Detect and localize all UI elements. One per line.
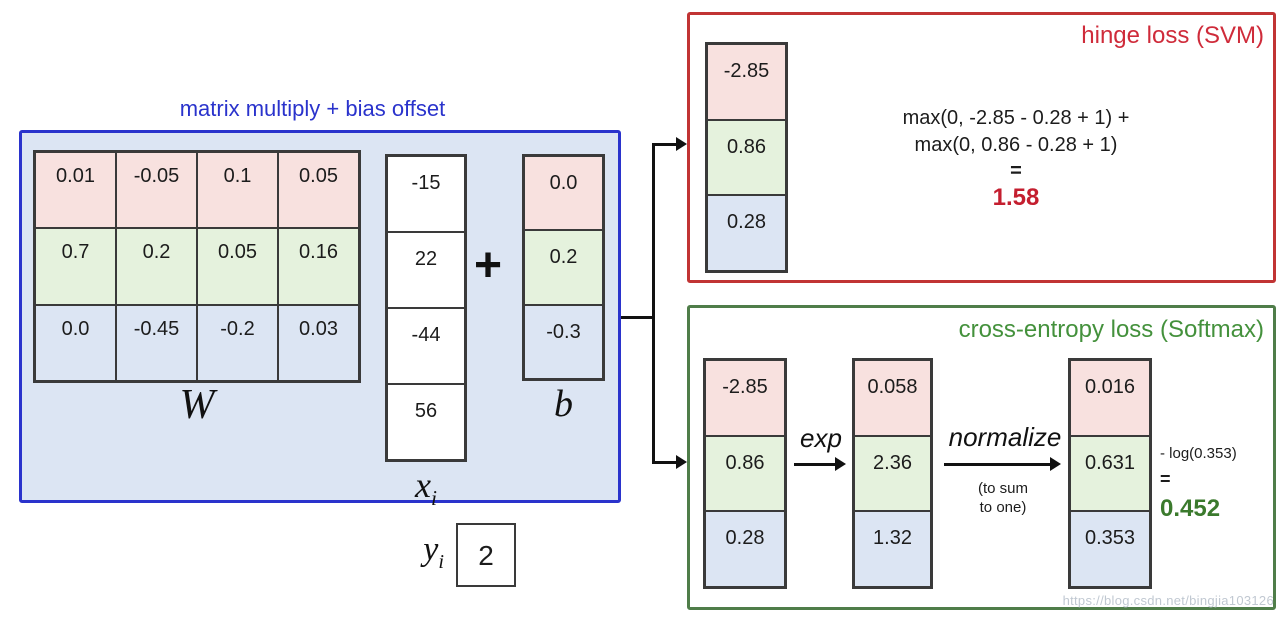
connector-vertical-line: [652, 143, 655, 464]
softmax-probabilities-vector: 0.016 0.631 0.353: [1068, 358, 1152, 589]
score-cell: 0.86: [705, 435, 785, 512]
label-vector-label: yi: [388, 531, 444, 574]
softmax-loss-result: 0.452: [1160, 495, 1221, 522]
input-label-base: x: [415, 465, 431, 505]
input-vector-label: xi: [385, 464, 467, 511]
connector-bottom-line: [652, 461, 679, 464]
weight-cell: 0.05: [197, 228, 278, 305]
softmax-exp-vector: 0.058 2.36 1.32: [852, 358, 933, 589]
plus-sign: +: [474, 239, 503, 292]
weight-cell: 0.16: [278, 228, 359, 305]
log-expression: - log(0.353): [1160, 445, 1237, 462]
connector-top-line: [652, 143, 679, 146]
normalize-label: normalize: [948, 422, 1062, 452]
arrow-to-softmax-icon: [676, 455, 687, 469]
watermark-url: https://blog.csdn.net/bingjia103126: [1062, 593, 1274, 608]
normalize-note: (to sum to one): [948, 479, 1058, 517]
softmax-scores-vector: -2.85 0.86 0.28: [703, 358, 787, 589]
weight-matrix-label: W: [179, 382, 215, 428]
bias-cell: 0.0: [524, 156, 603, 231]
hinge-formula: max(0, -2.85 - 0.28 + 1) + max(0, 0.86 -…: [760, 105, 1272, 213]
exp-cell: 1.32: [854, 511, 931, 588]
score-cell: -2.85: [707, 44, 786, 120]
connector-stem-line: [621, 316, 655, 319]
weight-cell: 0.0: [35, 304, 116, 381]
normalize-arrow-icon: [1050, 457, 1061, 471]
bias-cell: 0.2: [524, 230, 603, 305]
weight-cell: 0.05: [278, 152, 359, 229]
normalize-note-line-1: (to sum: [977, 480, 1028, 497]
label-base: y: [423, 531, 439, 568]
score-cell: 0.28: [707, 195, 786, 272]
bias-vector: 0.0 0.2 -0.3: [522, 154, 605, 381]
hinge-loss-title: hinge loss (SVM): [1081, 22, 1264, 49]
softmax-equals-sign: =: [1160, 469, 1171, 489]
input-cell: 22: [387, 232, 465, 308]
input-cell: -15: [387, 156, 465, 232]
weight-cell: 0.2: [116, 228, 197, 305]
exp-arrow-icon: [835, 457, 846, 471]
input-cell: 56: [387, 384, 465, 460]
input-label-subscript: i: [430, 486, 437, 511]
softmax-loss-title: cross-entropy loss (Softmax): [958, 316, 1264, 343]
weight-cell: 0.01: [35, 152, 116, 229]
exp-cell: 0.058: [854, 360, 931, 436]
normalize-arrow-line: [944, 463, 1051, 466]
bias-cell: -0.3: [524, 304, 603, 379]
weight-cell: -0.45: [116, 304, 197, 381]
score-cell: 0.86: [707, 119, 786, 196]
weight-cell: 0.7: [35, 228, 116, 305]
score-cell: -2.85: [705, 360, 785, 436]
weight-matrix: 0.01 -0.05 0.1 0.05 0.7 0.2 0.05 0.16 0.…: [33, 150, 361, 383]
hinge-equals-sign: =: [1010, 160, 1022, 182]
score-cell: 0.28: [705, 511, 785, 588]
normalize-note-line-2: to one): [979, 499, 1027, 516]
exp-cell: 2.36: [854, 435, 931, 512]
probability-cell: 0.016: [1070, 360, 1150, 436]
arrow-to-hinge-icon: [676, 137, 687, 151]
weight-cell: 0.03: [278, 304, 359, 381]
weight-cell: -0.2: [197, 304, 278, 381]
exp-label: exp: [800, 423, 842, 453]
softmax-result-block: - log(0.353) = 0.452: [1160, 445, 1274, 523]
label-subscript: i: [438, 550, 444, 573]
probability-cell: 0.353: [1070, 511, 1150, 588]
input-cell: -44: [387, 308, 465, 384]
hinge-scores-vector: -2.85 0.86 0.28: [705, 42, 788, 273]
true-class-box: 2: [456, 523, 516, 587]
hinge-formula-line-1: max(0, -2.85 - 0.28 + 1) +: [902, 107, 1130, 129]
probability-cell: 0.631: [1070, 435, 1150, 512]
weight-cell: 0.1: [197, 152, 278, 229]
hinge-loss-result: 1.58: [992, 184, 1040, 211]
bias-vector-label: b: [554, 383, 573, 425]
input-vector: -15 22 -44 56: [385, 154, 467, 462]
exp-arrow-line: [794, 463, 836, 466]
weight-cell: -0.05: [116, 152, 197, 229]
hinge-formula-line-2: max(0, 0.86 - 0.28 + 1): [914, 134, 1118, 156]
matrix-multiply-title: matrix multiply + bias offset: [179, 96, 446, 121]
